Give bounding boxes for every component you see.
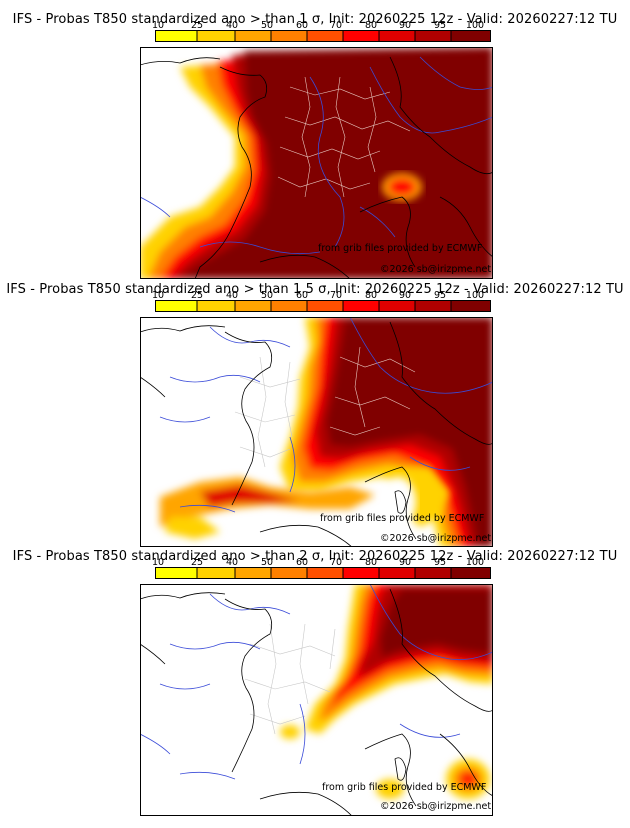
colorbar — [155, 30, 491, 42]
colorbar-tick: 95 — [433, 557, 447, 568]
panel-title: IFS - Probas T850 standardized ano > tha… — [6, 282, 624, 297]
panel-title: IFS - Probas T850 standardized ano > tha… — [12, 549, 618, 564]
colorbar-tick: 25 — [190, 557, 204, 568]
colorbar-tick: 40 — [225, 290, 239, 301]
colorbar-tick: 50 — [260, 20, 274, 31]
colorbar-tick: 25 — [190, 290, 204, 301]
colorbar-tick: 95 — [433, 20, 447, 31]
probability-field — [280, 584, 493, 799]
colorbar-tick: 10 — [151, 557, 165, 568]
copyright: ©2026 sb@irizpme.net — [380, 801, 492, 812]
colorbar-tick: 70 — [329, 290, 343, 301]
colorbar-tick: 80 — [364, 290, 378, 301]
colorbar-tick: 70 — [329, 557, 343, 568]
admin-borders — [244, 623, 336, 735]
coastlines — [140, 321, 493, 547]
colorbar-tick: 80 — [364, 557, 378, 568]
colorbar-tick: 50 — [260, 290, 274, 301]
colorbar-tick: 10 — [151, 20, 165, 31]
probability-map: from grib files provided by ECMWF ©2026 … — [140, 584, 493, 816]
hotspot — [382, 173, 422, 201]
colorbar-tick: 40 — [225, 20, 239, 31]
colorbar-tick: 80 — [364, 20, 378, 31]
colorbar-tick: 100 — [465, 20, 485, 31]
copyright: ©2026 sb@irizpme.net — [380, 533, 492, 544]
probability-field — [280, 317, 493, 547]
colorbar-tick: 10 — [151, 290, 165, 301]
colorbar-tick: 90 — [398, 290, 412, 301]
colorbar-tick: 40 — [225, 557, 239, 568]
admin-borders — [234, 356, 301, 468]
colorbar — [155, 567, 491, 579]
colorbar-tick: 60 — [295, 290, 309, 301]
colorbar-tick: 90 — [398, 557, 412, 568]
colorbar-tick: 100 — [465, 290, 485, 301]
rivers — [140, 56, 493, 255]
colorbar-tick: 60 — [295, 20, 309, 31]
colorbar-tick: 100 — [465, 557, 485, 568]
probability-map: from grib files provided by ECMWF ©2026 … — [140, 47, 493, 279]
coastlines — [140, 56, 493, 279]
colorbar-tick: 50 — [260, 557, 274, 568]
colorbar-tick: 70 — [329, 20, 343, 31]
copyright: ©2026 sb@irizpme.net — [380, 264, 492, 275]
source-note: from grib files provided by ECMWF — [318, 243, 483, 254]
colorbar-tick: 25 — [190, 20, 204, 31]
colorbar-tick: 60 — [295, 557, 309, 568]
coastlines — [140, 588, 493, 816]
probability-map: from grib files provided by ECMWF ©2026 … — [140, 317, 493, 549]
source-note: from grib files provided by ECMWF — [322, 782, 487, 793]
colorbar — [155, 300, 491, 312]
panel-title: IFS - Probas T850 standardized ano > tha… — [12, 12, 618, 27]
colorbar-tick: 90 — [398, 20, 412, 31]
source-note: from grib files provided by ECMWF — [320, 513, 485, 524]
colorbar-tick: 95 — [433, 290, 447, 301]
